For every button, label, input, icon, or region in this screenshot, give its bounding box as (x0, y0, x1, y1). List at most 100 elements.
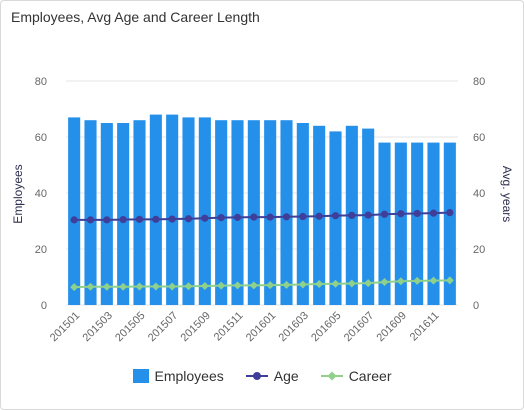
bar-employees[interactable] (166, 114, 179, 305)
x-tick-label: 201505 (113, 310, 147, 344)
career-point[interactable] (396, 277, 405, 286)
x-tick-label: 201601 (244, 310, 278, 344)
bar-employees[interactable] (264, 120, 277, 305)
career-point[interactable] (217, 281, 226, 290)
career-point[interactable] (151, 282, 160, 291)
y-tick-label-left: 80 (35, 76, 47, 88)
x-tick-label: 201507 (146, 310, 180, 344)
career-point[interactable] (184, 282, 193, 291)
age-point[interactable] (70, 216, 78, 224)
bar-employees[interactable] (149, 114, 162, 305)
bar-employees[interactable] (394, 142, 407, 305)
career-point[interactable] (429, 276, 438, 285)
career-point[interactable] (70, 283, 79, 292)
age-point[interactable] (135, 215, 144, 223)
age-point[interactable] (348, 211, 356, 219)
bar-employees[interactable] (231, 120, 244, 305)
career-point[interactable] (233, 281, 242, 290)
x-tick-label: 201611 (408, 310, 442, 344)
age-point[interactable] (315, 212, 323, 220)
employees-bars (68, 114, 456, 306)
bar-employees[interactable] (443, 142, 456, 305)
legend-swatch-career (320, 371, 343, 381)
x-tick-label: 201607 (342, 310, 376, 344)
x-tick-label: 201503 (81, 310, 115, 344)
bar-employees[interactable] (84, 120, 97, 305)
age-point[interactable] (380, 210, 389, 218)
age-point[interactable] (429, 209, 438, 217)
x-tick-label: 201511 (212, 310, 246, 344)
bar-employees[interactable] (378, 142, 391, 305)
age-point[interactable] (86, 216, 95, 224)
career-point[interactable] (380, 278, 389, 287)
grid-layer (66, 80, 458, 306)
age-point[interactable] (217, 214, 225, 222)
legend-label-age: Age (273, 368, 299, 384)
legend-item-age[interactable]: Age (245, 368, 299, 384)
age-point[interactable] (201, 214, 209, 222)
career-point[interactable] (347, 279, 356, 288)
bar-employees[interactable] (68, 117, 81, 306)
career-point[interactable] (413, 276, 422, 285)
bar-employees[interactable] (280, 120, 293, 305)
age-point[interactable] (364, 211, 372, 219)
bar-employees[interactable] (133, 120, 146, 305)
career-point[interactable] (266, 281, 275, 290)
career-point[interactable] (168, 282, 177, 291)
age-point[interactable] (184, 215, 193, 223)
age-point[interactable] (397, 210, 405, 218)
career-point[interactable] (249, 281, 258, 290)
age-point[interactable] (331, 212, 340, 220)
age-point[interactable] (413, 209, 421, 218)
age-point[interactable] (446, 209, 454, 217)
chart-legend: Employees Age Career (0, 368, 524, 384)
age-point[interactable] (299, 212, 307, 221)
y-tick-label-right: 80 (473, 76, 485, 88)
bar-employees[interactable] (117, 123, 130, 305)
age-point[interactable] (282, 213, 291, 221)
age-point[interactable] (119, 216, 127, 224)
y-tick-label-right: 20 (473, 244, 485, 256)
career-point[interactable] (331, 279, 340, 288)
y-tick-label-right: 0 (473, 300, 479, 312)
age-point[interactable] (250, 213, 258, 221)
career-point[interactable] (86, 282, 95, 291)
age-point[interactable] (103, 216, 111, 224)
career-point[interactable] (364, 279, 373, 288)
bar-employees[interactable] (100, 123, 113, 305)
age-point[interactable] (233, 213, 242, 221)
age-line (74, 211, 450, 221)
legend-item-career[interactable]: Career (320, 368, 392, 384)
age-point[interactable] (266, 213, 274, 221)
bar-employees[interactable] (427, 142, 440, 305)
bar-employees[interactable] (182, 117, 195, 306)
career-line (74, 279, 450, 289)
bar-employees[interactable] (247, 120, 260, 305)
y-tick-label-left: 60 (35, 132, 47, 144)
career-point[interactable] (298, 280, 307, 289)
x-tick-label: 201609 (375, 310, 409, 344)
legend-label-career: Career (348, 368, 392, 384)
age-point[interactable] (152, 215, 160, 223)
x-tick-label: 201605 (309, 310, 343, 344)
age-point[interactable] (168, 215, 176, 223)
career-point[interactable] (102, 282, 111, 291)
legend-label-employees: Employees (154, 368, 224, 384)
career-point[interactable] (282, 280, 291, 289)
career-point[interactable] (135, 282, 144, 291)
bar-employees[interactable] (198, 117, 211, 306)
x-tick-label: 201509 (179, 310, 213, 344)
legend-swatch-age (245, 372, 268, 380)
career-point[interactable] (445, 276, 454, 285)
bar-employees[interactable] (215, 120, 228, 305)
y-axis-label-left: Employees (11, 164, 25, 223)
career-point[interactable] (119, 282, 128, 291)
career-point[interactable] (315, 280, 324, 288)
bar-employees[interactable] (411, 142, 424, 305)
legend-item-employees[interactable]: Employees (132, 368, 224, 384)
y-tick-label-left: 20 (35, 244, 47, 256)
y-tick-label-right: 60 (473, 132, 485, 144)
career-point[interactable] (200, 281, 209, 290)
y-tick-label-right: 40 (473, 188, 485, 200)
